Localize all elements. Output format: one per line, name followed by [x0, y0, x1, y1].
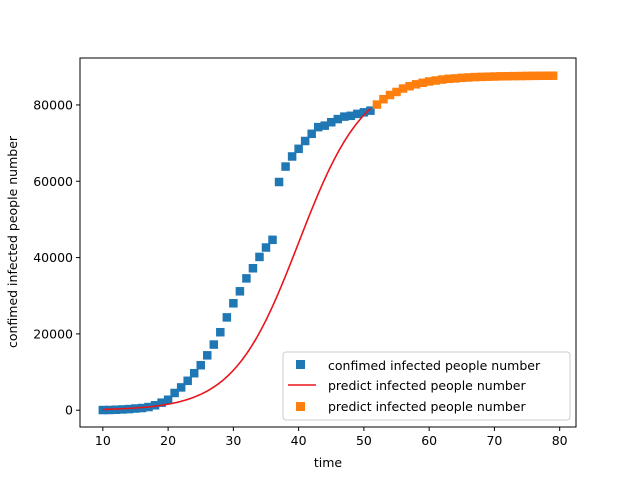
data-point-series-0: [242, 274, 251, 283]
x-tick-label: 40: [291, 433, 307, 448]
plot-frame: [79, 57, 577, 428]
data-point-series-0: [333, 114, 343, 124]
x-tick-label: 50: [356, 433, 372, 448]
data-point-series-0: [203, 351, 212, 360]
x-axis-label: time: [314, 455, 343, 470]
data-point-series-0: [157, 398, 166, 407]
data-point-series-0: [346, 111, 356, 121]
data-point-series-0: [255, 252, 264, 262]
data-point-series-0: [320, 121, 329, 130]
data-point-series-2: [418, 78, 427, 88]
y-axis-label: confimed infected people number: [5, 135, 20, 348]
data-point-series-0: [222, 313, 232, 322]
data-point-series-0: [353, 109, 362, 119]
legend-marker-predict-points: [296, 402, 305, 411]
data-point-series-2: [437, 75, 447, 84]
data-point-series-2: [470, 72, 480, 82]
data-point-series-0: [216, 327, 225, 337]
data-point-series-2: [483, 72, 493, 81]
data-point-series-0: [281, 162, 290, 171]
legend: confimed infected people number predict …: [282, 351, 571, 421]
data-point-series-0: [183, 376, 192, 386]
data-point-series-2: [496, 72, 506, 81]
data-point-series-2: [509, 71, 519, 81]
data-point-series-2: [490, 72, 499, 81]
data-point-series-2: [405, 81, 414, 91]
data-point-series-2: [392, 87, 401, 97]
x-tick-label: 30: [225, 433, 241, 448]
y-tick-label: 60000: [33, 174, 73, 189]
x-tick-label: 80: [552, 433, 568, 448]
data-point-series-0: [235, 287, 245, 296]
legend-label-predict-line: predict infected people number: [328, 378, 526, 393]
data-point-series-2: [385, 90, 395, 100]
y-axis: 0 20000 40000 60000 80000: [33, 97, 80, 418]
data-point-series-0: [209, 340, 219, 349]
legend-label-predict-points: predict infected people number: [328, 399, 526, 414]
data-point-series-0: [327, 117, 336, 127]
data-point-series-0: [359, 108, 369, 117]
data-point-series-2: [379, 94, 388, 104]
data-point-series-2: [535, 71, 545, 81]
fit-line-series-1: [102, 108, 371, 411]
data-point-series-2: [503, 71, 512, 81]
data-point-series-2: [522, 71, 532, 81]
data-point-series-2: [372, 100, 382, 109]
plot-marks: [98, 71, 558, 415]
data-point-series-0: [268, 235, 277, 245]
data-point-series-2: [477, 72, 486, 82]
legend-marker-confirmed: [296, 360, 305, 369]
data-point-series-2: [431, 76, 440, 85]
data-point-series-0: [307, 129, 316, 139]
x-tick-label: 20: [160, 433, 176, 448]
legend-label-confirmed: confimed infected people number: [328, 358, 541, 373]
data-point-series-0: [229, 299, 238, 308]
y-tick-label: 80000: [33, 97, 73, 112]
data-point-series-0: [189, 368, 199, 378]
data-point-series-0: [248, 264, 258, 273]
data-point-series-2: [529, 71, 538, 81]
data-point-series-0: [366, 106, 375, 115]
data-point-series-0: [294, 144, 303, 154]
data-point-series-0: [150, 401, 160, 410]
legend-frame: [282, 351, 571, 421]
data-point-series-2: [451, 74, 460, 83]
data-point-series-2: [464, 73, 473, 82]
x-tick-label: 70: [486, 433, 502, 448]
data-point-series-0: [176, 383, 186, 392]
data-point-series-2: [457, 73, 467, 83]
data-point-series-0: [170, 388, 179, 398]
data-point-series-2: [542, 71, 551, 80]
x-tick-label: 60: [421, 433, 437, 448]
data-point-series-2: [516, 71, 525, 81]
data-point-series-2: [398, 84, 408, 93]
data-point-series-0: [300, 136, 310, 146]
data-point-series-0: [340, 112, 349, 121]
data-point-series-0: [163, 395, 173, 404]
data-point-series-0: [287, 152, 297, 161]
data-point-series-2: [411, 80, 421, 89]
data-point-series-0: [196, 360, 205, 370]
x-tick-label: 10: [95, 433, 111, 448]
y-tick-label: 0: [65, 403, 73, 418]
x-axis: 10 20 30 40 50 60 70 80: [95, 427, 568, 448]
data-point-series-0: [274, 177, 284, 187]
data-point-series-0: [261, 243, 271, 252]
data-point-series-2: [444, 74, 453, 84]
data-point-series-0: [98, 405, 108, 415]
data-point-series-2: [548, 71, 558, 80]
data-point-series-2: [424, 77, 434, 86]
y-tick-label: 40000: [33, 250, 73, 265]
data-point-series-0: [313, 122, 323, 132]
y-tick-label: 20000: [33, 326, 73, 341]
